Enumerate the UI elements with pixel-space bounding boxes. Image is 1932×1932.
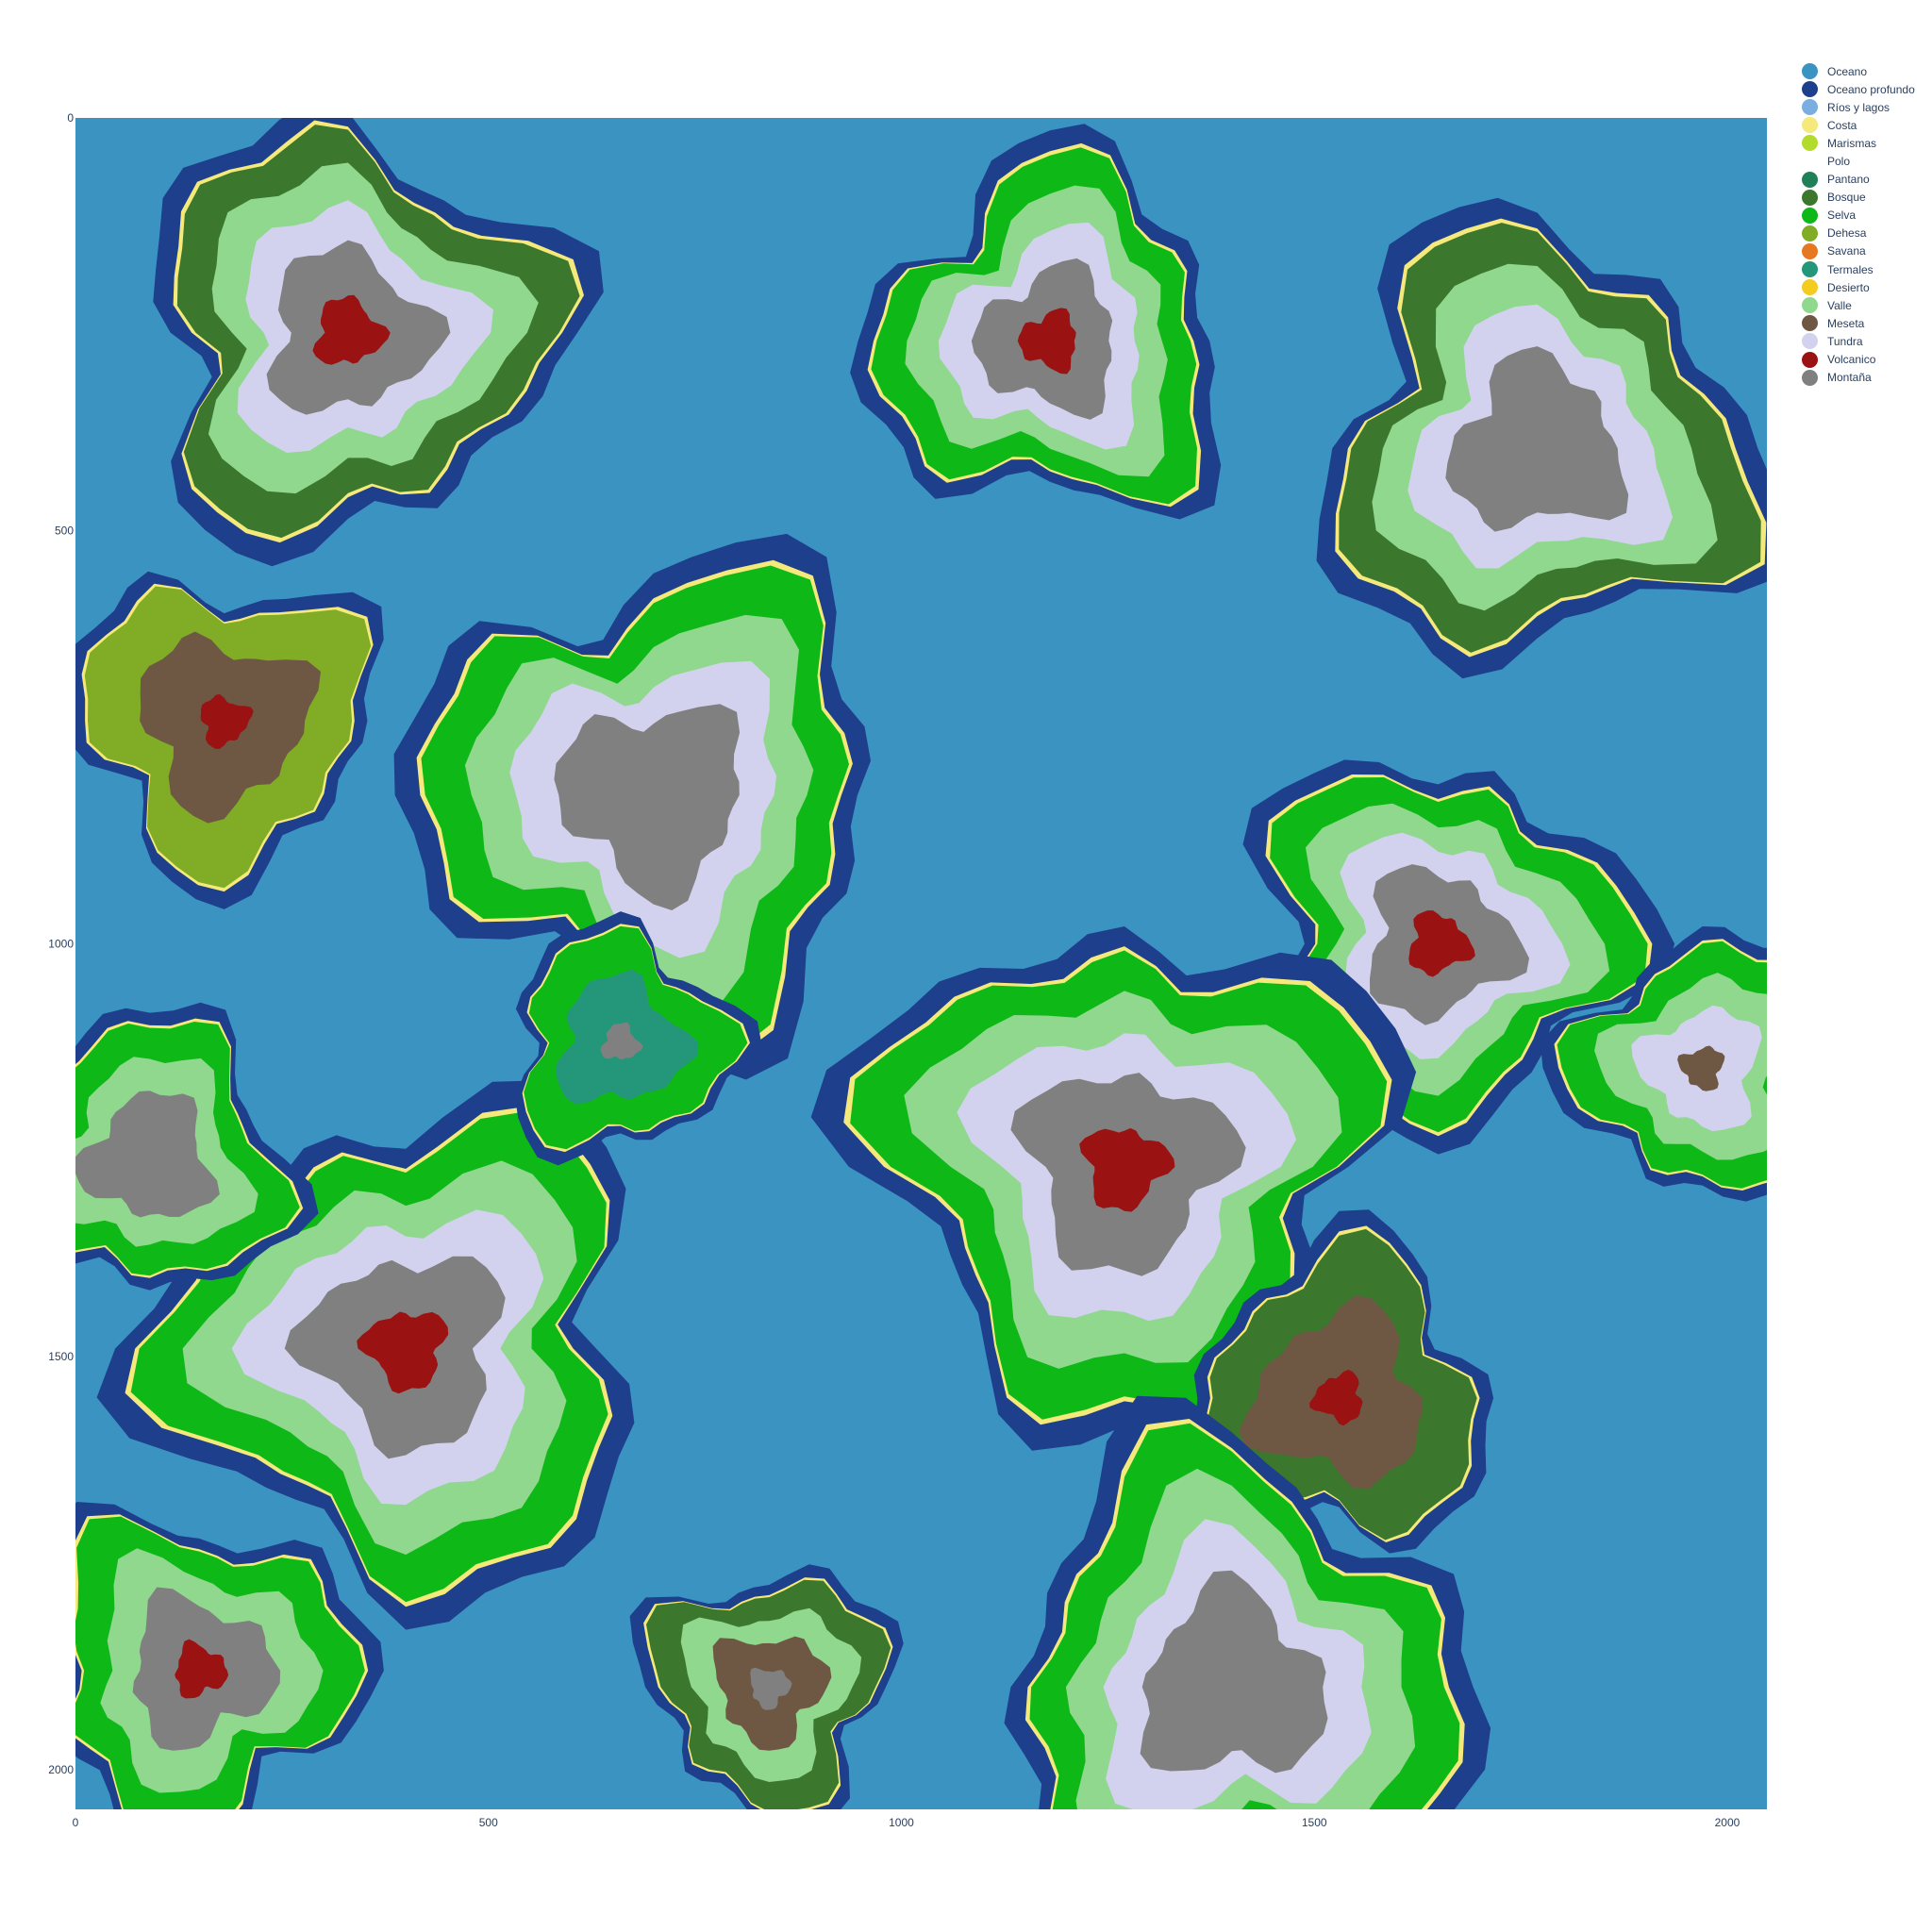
landmass <box>393 533 871 1080</box>
legend-label: Polo <box>1827 155 1851 169</box>
legend-label: Termales <box>1827 262 1874 276</box>
legend-item[interactable]: Montaña <box>1802 369 1930 387</box>
landmass <box>1171 1209 1494 1554</box>
biome-region <box>1079 1127 1175 1212</box>
landmass <box>153 118 604 567</box>
legend-item[interactable]: Valle <box>1802 296 1930 314</box>
legend-swatch <box>1802 189 1818 206</box>
legend-swatch <box>1802 333 1818 350</box>
landmass <box>629 1564 904 1809</box>
legend-item[interactable]: Marismas <box>1802 134 1930 152</box>
legend-swatch <box>1802 171 1818 188</box>
y-axis: 0 500 1000 1500 2000 <box>48 111 74 1776</box>
y-tick-label: 1500 <box>48 1350 74 1363</box>
y-tick-label: 0 <box>67 111 74 125</box>
legend-label: Selva <box>1827 208 1857 223</box>
landmass <box>1316 197 1767 679</box>
biome-region <box>1408 910 1475 977</box>
legend-swatch <box>1802 117 1818 134</box>
legend-swatch <box>1802 153 1818 170</box>
x-tick-label: 0 <box>73 1816 79 1829</box>
legend-label: Desierto <box>1827 280 1870 294</box>
biome-region <box>1192 1638 1271 1724</box>
legend-label: Montaña <box>1827 371 1872 385</box>
biome-region <box>122 1133 175 1181</box>
legend-item[interactable]: Pantano <box>1802 171 1930 189</box>
biome-region <box>1499 406 1574 482</box>
legend-item[interactable]: Polo <box>1802 152 1930 170</box>
legend-swatch <box>1802 63 1818 80</box>
legend-swatch <box>1802 207 1818 224</box>
legend-label: Pantano <box>1827 173 1870 187</box>
biome-region <box>1677 1045 1725 1091</box>
legend-swatch <box>1802 369 1818 386</box>
landmass <box>75 1002 319 1291</box>
legend-swatch <box>1802 242 1818 259</box>
legend-label: Bosque <box>1827 191 1866 205</box>
legend-item[interactable]: Oceano <box>1802 62 1930 80</box>
landmass <box>515 911 762 1166</box>
legend-label: Oceano profundo <box>1827 82 1915 96</box>
legend-label: Dehesa <box>1827 226 1867 241</box>
legend-swatch <box>1802 135 1818 152</box>
biome-region <box>357 1311 449 1394</box>
biome-region <box>613 759 691 842</box>
legend-label: Costa <box>1827 118 1857 132</box>
legend-item[interactable]: Costa <box>1802 116 1930 134</box>
legend-swatch <box>1802 315 1818 332</box>
landmass <box>75 1502 384 1809</box>
biome-region <box>600 1022 643 1060</box>
legend-label: Valle <box>1827 298 1852 312</box>
x-tick-label: 500 <box>479 1816 498 1829</box>
landmass <box>850 124 1222 520</box>
legend-item[interactable]: Volcanico <box>1802 351 1930 369</box>
biome-region <box>312 294 391 365</box>
legend-swatch <box>1802 99 1818 116</box>
legend-swatch <box>1802 297 1818 314</box>
legend-label: Ríos y lagos <box>1827 100 1890 114</box>
landmass <box>1540 926 1767 1202</box>
y-tick-label: 500 <box>55 525 74 538</box>
landmass <box>1004 1395 1491 1809</box>
legend-swatch <box>1802 81 1818 98</box>
legend-item[interactable]: Desierto <box>1802 278 1930 296</box>
legend-item[interactable]: Dehesa <box>1802 225 1930 242</box>
legend-item[interactable]: Bosque <box>1802 189 1930 207</box>
legend-label: Meseta <box>1827 316 1865 330</box>
legend-swatch <box>1802 261 1818 278</box>
legend[interactable]: Oceano Oceano profundo Ríos y lagos Costa Ma… <box>1802 62 1930 387</box>
legend-swatch <box>1802 351 1818 368</box>
legend-swatch <box>1802 225 1818 242</box>
legend-item[interactable]: Meseta <box>1802 314 1930 332</box>
legend-swatch <box>1802 279 1818 296</box>
legend-label: Volcanico <box>1827 353 1876 367</box>
biome-region <box>175 1639 229 1699</box>
x-tick-label: 1500 <box>1302 1816 1327 1829</box>
biome-region <box>1017 308 1076 375</box>
land-layer <box>75 118 1767 1809</box>
y-tick-label: 1000 <box>48 937 74 950</box>
biome-region <box>200 694 254 749</box>
legend-item[interactable]: Savana <box>1802 242 1930 260</box>
x-tick-label: 2000 <box>1715 1816 1740 1829</box>
legend-label: Tundra <box>1827 334 1863 348</box>
legend-label: Marismas <box>1827 136 1877 150</box>
legend-item[interactable]: Tundra <box>1802 332 1930 350</box>
x-axis: 0 500 1000 1500 2000 <box>73 1816 1740 1829</box>
x-tick-label: 1000 <box>889 1816 914 1829</box>
biome-region <box>750 1667 792 1710</box>
y-tick-label: 2000 <box>48 1763 74 1776</box>
biome-region <box>1309 1369 1363 1426</box>
legend-item[interactable]: Selva <box>1802 207 1930 225</box>
landmass <box>75 571 384 909</box>
legend-label: Oceano <box>1827 64 1868 78</box>
legend-item[interactable]: Ríos y lagos <box>1802 98 1930 116</box>
legend-item[interactable]: Oceano profundo <box>1802 80 1930 98</box>
legend-label: Savana <box>1827 244 1866 258</box>
legend-item[interactable]: Termales <box>1802 260 1930 278</box>
